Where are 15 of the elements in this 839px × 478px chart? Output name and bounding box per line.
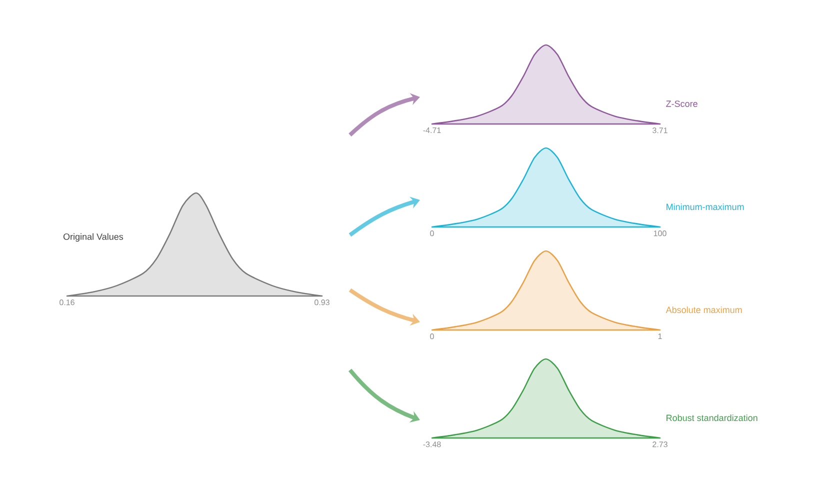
x-tick-label: 0.93 — [314, 300, 330, 306]
x-tick-label: -3.48 — [423, 442, 441, 448]
text: Original Values — [63, 233, 124, 242]
text: Absolute maximum — [666, 306, 742, 314]
text: Robust standardization — [666, 414, 758, 422]
x-tick-label: 0 — [430, 334, 434, 340]
x-tick-label: 3.71 — [652, 128, 668, 134]
x-tick-label: 0.16 — [60, 300, 74, 306]
x-tick-label: 1 — [658, 334, 662, 340]
x-tick-label: -4.71 — [423, 128, 441, 134]
x-tick-label: 2.73 — [652, 442, 668, 448]
text: Minimum-maximum — [666, 203, 744, 210]
text: Z-Score — [666, 100, 698, 107]
x-tick-label: 0 — [430, 230, 434, 236]
x-tick-label: 100 — [654, 230, 666, 236]
